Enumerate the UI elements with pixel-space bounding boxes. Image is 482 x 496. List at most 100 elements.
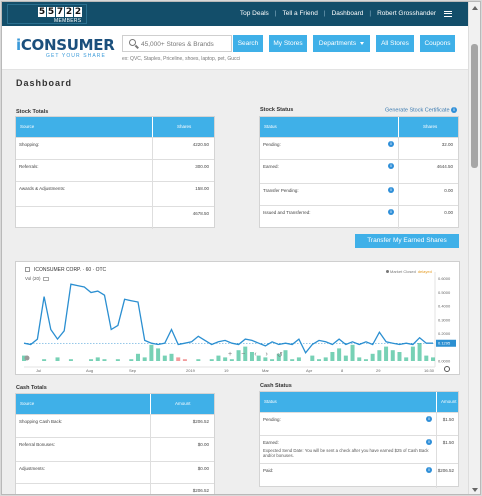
my-stores-button[interactable]: My Stores xyxy=(269,35,307,52)
y-tick-label: 0.3000 xyxy=(438,317,451,322)
row-value: 0.00 xyxy=(444,210,453,215)
row-value: 158.00 xyxy=(195,186,209,191)
volume-bar xyxy=(249,352,254,361)
row-value: 4220.50 xyxy=(192,142,209,147)
all-stores-button[interactable]: All Stores xyxy=(376,35,414,52)
zoom-out-icon[interactable]: − xyxy=(241,351,246,358)
transfer-shares-button[interactable]: Transfer My Earned Shares xyxy=(355,234,459,248)
tell-a-friend-link[interactable]: Tell a Friend xyxy=(282,10,318,17)
search-input[interactable] xyxy=(141,38,229,50)
market-status-text: Market Closed xyxy=(390,269,416,274)
cell-divider xyxy=(398,184,399,206)
row-value: 4678.50 xyxy=(192,211,209,216)
cell-divider xyxy=(436,413,437,436)
counter-digit: 5 xyxy=(38,7,46,17)
row-label: Earned: xyxy=(263,440,279,445)
dashboard-link[interactable]: Dashboard xyxy=(331,10,364,17)
departments-label: Departments xyxy=(318,40,357,47)
x-tick-label: Mar xyxy=(262,368,270,373)
row-value: $206.52 xyxy=(192,419,209,424)
info-icon[interactable]: i xyxy=(426,439,432,445)
scroll-down-arrow-icon[interactable] xyxy=(472,488,478,492)
volume-bar xyxy=(68,359,73,361)
cell-divider xyxy=(150,438,151,462)
y-tick-label: 0.2000 xyxy=(438,331,451,336)
row-label: Earned: xyxy=(263,164,279,169)
volume-bar xyxy=(196,359,201,361)
table-row: Issued and Transferred: i 0.00 xyxy=(260,205,458,229)
search-icon xyxy=(129,39,136,46)
chevron-down-icon xyxy=(360,41,365,45)
volume-bar xyxy=(431,357,435,361)
info-icon[interactable]: i xyxy=(388,209,394,215)
volume-bar xyxy=(317,359,322,361)
x-tick-label: Sep xyxy=(129,368,137,373)
stock-totals-table: Source Shares Shopping: 4220.50 Referral… xyxy=(15,116,215,229)
departments-button[interactable]: Departments xyxy=(313,35,370,52)
volume-bar xyxy=(95,357,100,361)
volume-bar xyxy=(182,359,187,361)
scroll-left-icon[interactable]: ‹ xyxy=(254,351,257,358)
volume-label: Vol (20) xyxy=(25,276,49,281)
scroll-up-arrow-icon[interactable] xyxy=(472,6,478,10)
volume-bar xyxy=(270,359,275,361)
cash-status-table: Status Amount Pending: i $1.50 Earned: i… xyxy=(259,391,459,488)
row-label: Shopping: xyxy=(19,142,40,147)
table-row: Earned: i Expected Send Date: You will b… xyxy=(260,435,458,464)
vertical-scrollbar[interactable] xyxy=(468,2,480,494)
info-icon[interactable]: i xyxy=(388,163,394,169)
chart-series-checkbox[interactable] xyxy=(25,267,30,272)
row-label: Issued and Transferred: xyxy=(263,210,311,215)
x-tick-label: Aug xyxy=(86,368,93,373)
info-icon[interactable]: i xyxy=(388,187,394,193)
row-label: Shopping Cash Back: xyxy=(19,419,63,424)
counter-digits: 5 5 7 2 2 xyxy=(38,7,82,17)
row-value: 300.00 xyxy=(195,164,209,169)
table-row: Earned: i 4644.50 xyxy=(260,159,458,184)
info-icon[interactable]: i xyxy=(388,141,394,147)
info-icon[interactable]: i xyxy=(451,107,458,113)
status-dot-icon xyxy=(386,270,389,274)
scroll-right-icon[interactable]: › xyxy=(265,351,268,358)
search-hint: ex: QVC, Staples, Priceline, shoes, lapt… xyxy=(122,56,241,62)
volume-bar xyxy=(350,344,355,361)
generate-certificate-link[interactable]: Generate Stock Certificate i xyxy=(385,107,458,113)
column-divider xyxy=(152,117,153,137)
chart-settings-icon[interactable] xyxy=(444,366,450,372)
cell-divider xyxy=(152,182,153,207)
cell-divider xyxy=(152,160,153,182)
zoom-in-icon[interactable]: + xyxy=(228,351,233,358)
cash-totals-table: Source Amount Shopping Cash Back: $206.5… xyxy=(15,393,215,494)
y-tick-label: 0.4000 xyxy=(438,304,451,309)
table-row: Transfer Pending: i 0.00 xyxy=(260,183,458,206)
coupons-button[interactable]: Coupons xyxy=(420,35,455,52)
user-name-link[interactable]: Robert Grosshander xyxy=(377,10,436,17)
table-row: Pending: i 32.00 xyxy=(260,137,458,160)
search-button[interactable]: Search xyxy=(233,35,263,52)
row-value: $0.00 xyxy=(197,442,209,447)
info-icon[interactable]: i xyxy=(426,416,432,422)
reset-icon[interactable]: ↺ xyxy=(276,352,283,359)
row-label: Paid: xyxy=(263,468,274,473)
row-value: 0.00 xyxy=(444,188,453,193)
row-value: $1.50 xyxy=(442,440,454,445)
nav-separator: | xyxy=(323,10,326,17)
nav-separator: | xyxy=(369,10,372,17)
y-tick-label: 0.0000 xyxy=(438,359,451,364)
chart-title: ICONSUMER CORP. · 60 · OTC xyxy=(34,267,107,273)
stock-price-chart[interactable]: ICONSUMER CORP. · 60 · OTC Vol (20) Mark… xyxy=(15,261,460,375)
info-icon[interactable]: i xyxy=(426,467,432,473)
iconsumer-logo[interactable]: iCONSUMER GET YOUR SHARE xyxy=(16,36,115,59)
x-tick-label: 16:30 xyxy=(424,368,435,373)
volume-bar xyxy=(162,355,167,361)
counter-digit: 5 xyxy=(47,7,55,17)
table-header: Status Shares xyxy=(260,117,458,137)
cell-divider xyxy=(436,464,437,488)
volume-bar xyxy=(404,357,409,361)
scrollbar-thumb[interactable] xyxy=(471,44,478,168)
hamburger-menu-icon[interactable] xyxy=(444,10,452,17)
top-deals-link[interactable]: Top Deals xyxy=(239,10,269,17)
last-price-label: 0.1295 xyxy=(438,341,451,346)
table-row: Shopping Cash Back: $206.52 xyxy=(16,414,214,438)
volume-toggle-icon[interactable] xyxy=(42,276,49,281)
